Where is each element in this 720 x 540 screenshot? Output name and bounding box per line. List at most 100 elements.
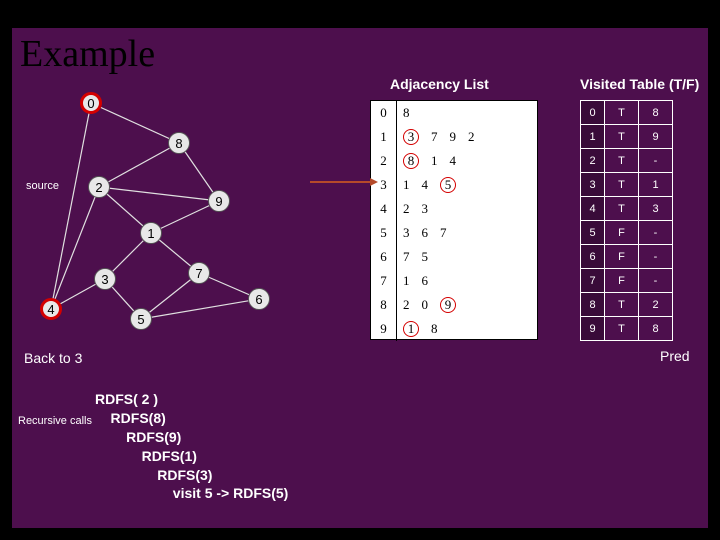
adj-value: 3 [403, 129, 419, 145]
graph-diagram: source 0829137456 [18, 90, 318, 340]
adj-row-index: 7 [371, 269, 397, 293]
adj-value: 4 [450, 153, 457, 169]
adj-row-values: 145 [397, 177, 456, 193]
adj-value: 6 [422, 273, 429, 289]
adj-row-index: 9 [371, 317, 397, 341]
graph-node-6: 6 [248, 288, 270, 310]
adjacency-arrow [310, 172, 380, 192]
graph-node-3: 3 [94, 268, 116, 290]
visited-flag: F [605, 269, 639, 293]
adj-value: 4 [422, 177, 429, 193]
adj-row-values: 16 [397, 273, 428, 289]
adj-row-values: 814 [397, 153, 456, 169]
graph-edges [18, 90, 318, 350]
adj-row-2: 2814 [371, 149, 537, 173]
adj-value: 3 [422, 201, 429, 217]
adj-row-values: 23 [397, 201, 428, 217]
adj-row-values: 209 [397, 297, 456, 313]
adj-value: 3 [403, 225, 410, 241]
adj-value: 7 [403, 249, 410, 265]
adj-value: 1 [403, 321, 419, 337]
adj-value: 5 [422, 249, 429, 265]
visited-flag: T [605, 125, 639, 149]
adj-value: 1 [403, 177, 410, 193]
visited-row-3: 3T1 [581, 173, 673, 197]
adj-row-index: 4 [371, 197, 397, 221]
visited-row-7: 7F- [581, 269, 673, 293]
graph-node-8: 8 [168, 132, 190, 154]
visited-flag: T [605, 293, 639, 317]
adj-row-8: 8209 [371, 293, 537, 317]
visited-idx: 6 [581, 245, 605, 269]
visited-idx: 8 [581, 293, 605, 317]
graph-node-4: 4 [40, 298, 62, 320]
adj-row-values: 367 [397, 225, 447, 241]
adj-row-values: 18 [397, 321, 438, 337]
adj-row-3: 3145 [371, 173, 537, 197]
graph-node-5: 5 [130, 308, 152, 330]
pred-label: Pred [660, 348, 690, 364]
source-label: source [26, 180, 59, 192]
recursive-calls-label: Recursive calls [18, 415, 92, 428]
adj-row-7: 716 [371, 269, 537, 293]
visited-row-6: 6F- [581, 245, 673, 269]
visited-table-label: Visited Table (T/F) [580, 76, 699, 92]
visited-flag: F [605, 245, 639, 269]
visited-idx: 5 [581, 221, 605, 245]
visited-table: 0T81T92T-3T14T35F-6F-7F-8T29T8 [580, 100, 673, 341]
visited-idx: 2 [581, 149, 605, 173]
visited-row-8: 8T2 [581, 293, 673, 317]
visited-row-2: 2T- [581, 149, 673, 173]
visited-pred: 2 [639, 293, 673, 317]
adj-value: 2 [403, 297, 410, 313]
visited-pred: - [639, 149, 673, 173]
visited-flag: T [605, 173, 639, 197]
visited-flag: T [605, 101, 639, 125]
visited-idx: 1 [581, 125, 605, 149]
adj-row-index: 2 [371, 149, 397, 173]
adj-value: 7 [440, 225, 447, 241]
visited-pred: 9 [639, 125, 673, 149]
adj-row-5: 5367 [371, 221, 537, 245]
adj-value: 1 [431, 153, 438, 169]
graph-node-9: 9 [208, 190, 230, 212]
graph-node-0: 0 [80, 92, 102, 114]
adj-value: 2 [403, 201, 410, 217]
adj-row-0: 08 [371, 101, 537, 125]
adj-value: 0 [422, 297, 429, 313]
visited-pred: 3 [639, 197, 673, 221]
adj-value: 1 [403, 273, 410, 289]
graph-node-2: 2 [88, 176, 110, 198]
visited-row-0: 0T8 [581, 101, 673, 125]
adj-value: 2 [468, 129, 475, 145]
adj-value: 8 [403, 153, 419, 169]
visited-row-9: 9T8 [581, 317, 673, 341]
visited-row-1: 1T9 [581, 125, 673, 149]
adj-row-index: 0 [371, 101, 397, 125]
adj-value: 7 [431, 129, 438, 145]
adj-value: 9 [450, 129, 457, 145]
back-to-label: Back to 3 [24, 350, 82, 366]
visited-idx: 9 [581, 317, 605, 341]
adj-row-values: 75 [397, 249, 428, 265]
adj-value: 6 [422, 225, 429, 241]
adj-row-index: 6 [371, 245, 397, 269]
adj-row-values: 3792 [397, 129, 475, 145]
visited-idx: 3 [581, 173, 605, 197]
adj-row-index: 1 [371, 125, 397, 149]
graph-node-7: 7 [188, 262, 210, 284]
visited-pred: 8 [639, 317, 673, 341]
adj-row-6: 675 [371, 245, 537, 269]
slide-header: Graph / Slide 14 [12, 6, 92, 18]
adj-value: 5 [440, 177, 456, 193]
adj-row-9: 918 [371, 317, 537, 341]
visited-flag: F [605, 221, 639, 245]
visited-idx: 0 [581, 101, 605, 125]
slide-title: Example [20, 32, 155, 76]
adj-row-1: 13792 [371, 125, 537, 149]
rdfs-call-stack: RDFS( 2 ) RDFS(8) RDFS(9) RDFS(1) RDFS(3… [95, 390, 288, 503]
visited-idx: 7 [581, 269, 605, 293]
adj-value: 8 [403, 105, 410, 121]
adj-row-index: 5 [371, 221, 397, 245]
adj-value: 9 [440, 297, 456, 313]
